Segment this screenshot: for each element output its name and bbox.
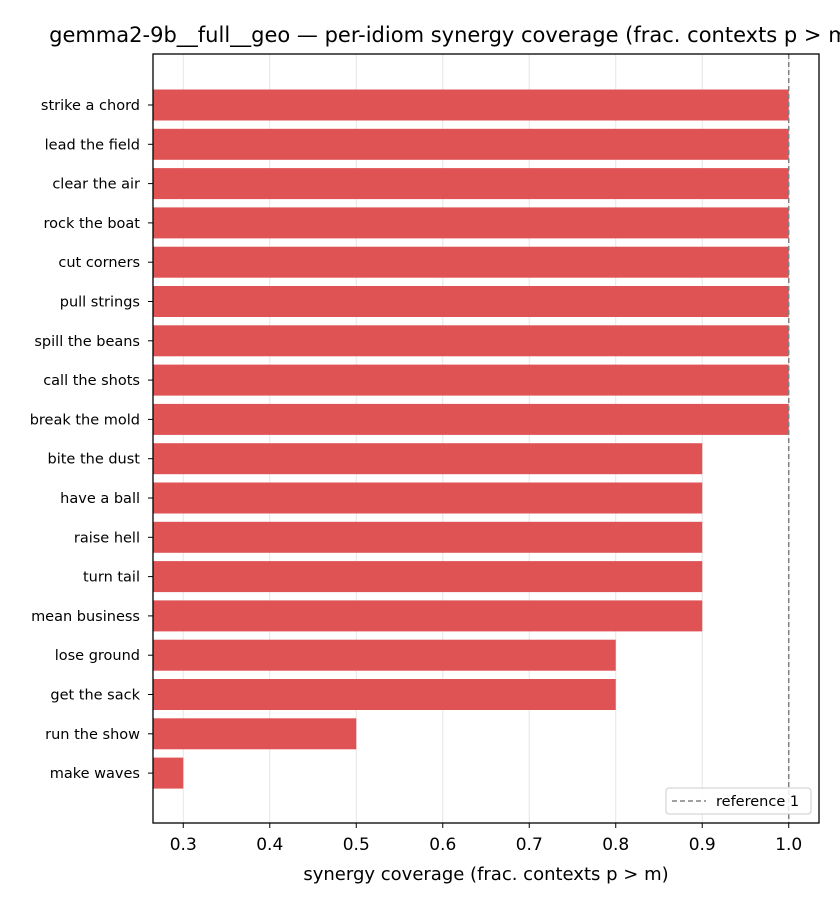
y-tick-label: lose ground	[55, 648, 140, 664]
x-tick-label: 0.6	[429, 835, 456, 855]
y-tick-label: spill the beans	[34, 334, 140, 350]
y-tick-label: call the shots	[43, 373, 140, 389]
bar	[153, 364, 789, 396]
x-tick-label: 0.7	[516, 835, 543, 855]
bar	[153, 286, 789, 317]
x-tick-labels: 0.3 0.4 0.5 0.6 0.7 0.8 0.9 1.0	[170, 823, 802, 855]
y-tick-label: make waves	[50, 766, 140, 782]
y-tick-label: cut corners	[58, 255, 140, 271]
bar	[153, 718, 357, 750]
bar	[153, 246, 789, 278]
bar	[153, 561, 703, 593]
bar	[153, 443, 703, 475]
bar	[153, 521, 703, 553]
y-tick-label: clear the air	[52, 177, 140, 193]
bars	[153, 89, 789, 789]
y-tick-label: break the mold	[30, 412, 140, 428]
y-tick-label: pull strings	[60, 295, 140, 311]
y-tick-label: lead the field	[45, 137, 140, 153]
x-axis-label: synergy coverage (frac. contexts p > m)	[303, 864, 668, 885]
legend-box	[665, 787, 812, 815]
y-tick-label: mean business	[31, 609, 140, 625]
x-tick-label: 0.5	[343, 835, 370, 855]
x-tick-label: 0.3	[170, 835, 197, 855]
bar	[153, 403, 789, 435]
y-tick-label: rock the boat	[43, 216, 140, 232]
y-tick-label: get the sack	[50, 688, 140, 704]
bar	[153, 757, 184, 789]
y-tick-labels: strike a chord lead the field clear the ai…	[30, 98, 153, 782]
plot-frame	[152, 53, 820, 824]
bar	[153, 168, 789, 200]
chart-title: gemma2-9b__full__geo — per-idiom synergy…	[49, 23, 840, 48]
y-tick-label: run the show	[45, 727, 140, 743]
y-tick-label: raise hell	[74, 530, 140, 546]
bar	[153, 679, 616, 710]
y-tick-label: turn tail	[83, 570, 140, 586]
legend: reference 1	[665, 787, 812, 815]
x-tick-label: 0.4	[256, 835, 283, 855]
bar	[153, 600, 703, 632]
y-tick-label: bite the dust	[48, 452, 141, 468]
bar	[153, 325, 789, 357]
bar	[153, 207, 789, 239]
x-tick-label: 1.0	[775, 835, 802, 855]
x-tick-label: 0.8	[602, 835, 629, 855]
bar	[153, 639, 616, 671]
y-tick-label: strike a chord	[41, 98, 140, 114]
bar	[153, 89, 789, 121]
bar	[153, 128, 789, 160]
legend-label: reference 1	[716, 794, 799, 810]
y-tick-label: have a ball	[60, 491, 140, 507]
x-tick-label: 0.9	[689, 835, 716, 855]
bar	[153, 482, 703, 514]
